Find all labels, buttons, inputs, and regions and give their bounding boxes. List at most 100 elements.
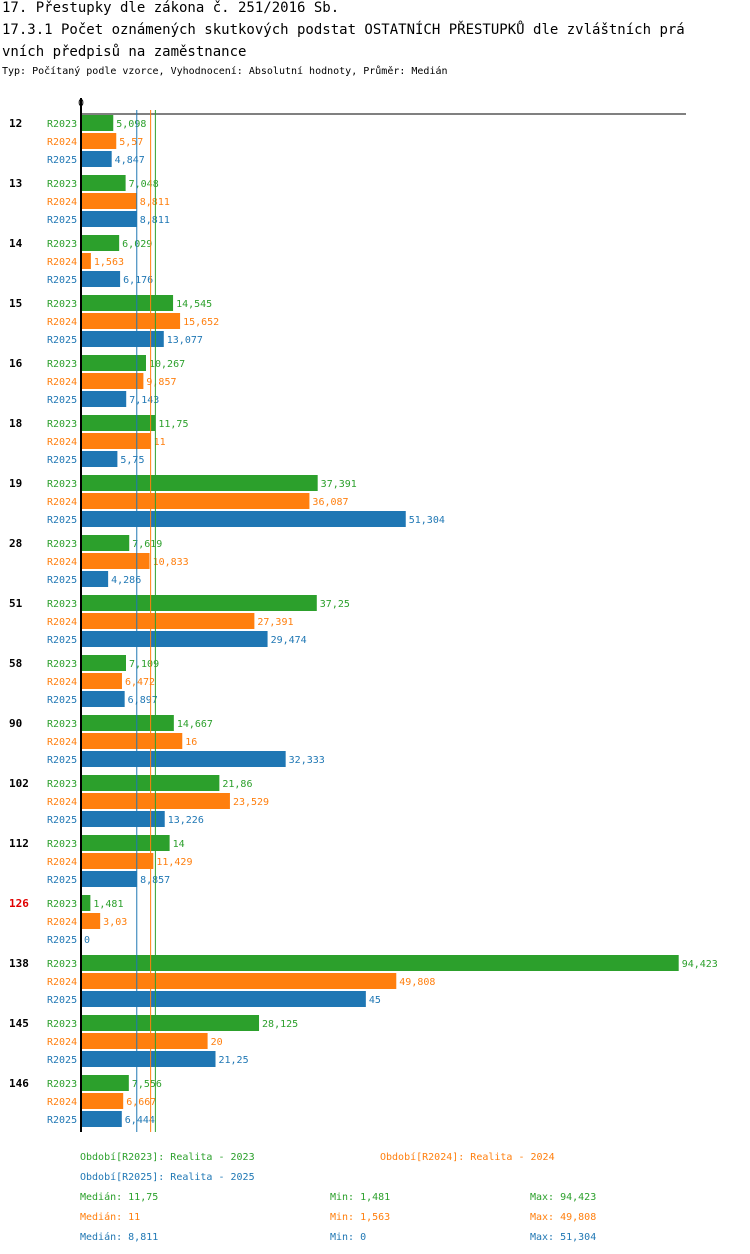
series-label-R2024-145: R2024 <box>47 1037 77 1048</box>
series-label-R2025-58: R2025 <box>47 695 77 706</box>
data-label-R2024-14: 1,563 <box>94 257 124 268</box>
series-label-R2024-90: R2024 <box>47 737 77 748</box>
data-label-R2024-13: 8,811 <box>140 197 170 208</box>
bar-R2024-16 <box>81 373 144 389</box>
data-label-R2023-28: 7,619 <box>132 539 162 550</box>
bar-R2024-28 <box>81 553 150 569</box>
stat-min-1: Min: 1,563 <box>330 1212 390 1223</box>
category-label-90: 90 <box>9 717 22 730</box>
bar-R2024-58 <box>81 673 122 689</box>
data-label-R2025-15: 13,077 <box>167 335 203 346</box>
category-label-112: 112 <box>9 837 29 850</box>
bar-R2025-16 <box>81 391 127 407</box>
series-label-R2023-138: R2023 <box>47 959 77 970</box>
category-label-145: 145 <box>9 1017 29 1030</box>
series-label-R2025-138: R2025 <box>47 995 77 1006</box>
bar-R2025-19 <box>81 511 406 527</box>
series-label-R2025-14: R2025 <box>47 275 77 286</box>
bar-R2023-126 <box>81 895 91 911</box>
data-label-R2024-145: 20 <box>211 1037 223 1048</box>
data-label-R2025-28: 4,286 <box>111 575 141 586</box>
bar-R2025-28 <box>81 571 109 587</box>
data-label-R2025-146: 6,444 <box>125 1115 155 1126</box>
data-label-R2023-16: 10,267 <box>149 359 185 370</box>
bar-R2025-58 <box>81 691 125 707</box>
data-label-R2025-13: 8,811 <box>140 215 170 226</box>
series-label-R2024-51: R2024 <box>47 617 77 628</box>
series-label-R2024-102: R2024 <box>47 797 77 808</box>
stat-min-0: Min: 1,481 <box>330 1192 390 1203</box>
bar-R2025-18 <box>81 451 118 467</box>
data-label-R2024-138: 49,808 <box>399 977 435 988</box>
bar-R2025-12 <box>81 151 112 167</box>
series-label-R2024-19: R2024 <box>47 497 77 508</box>
category-label-13: 13 <box>9 177 22 190</box>
legend-item-r2024: Období[R2024]: Realita - 2024 <box>380 1151 555 1163</box>
data-label-R2023-102: 21,86 <box>222 779 252 790</box>
series-label-R2023-18: R2023 <box>47 419 77 430</box>
series-label-R2023-126: R2023 <box>47 899 77 910</box>
series-label-R2025-146: R2025 <box>47 1115 77 1126</box>
data-label-R2025-18: 5,75 <box>120 455 144 466</box>
bar-R2024-14 <box>81 253 91 269</box>
data-label-R2024-146: 6,667 <box>126 1097 156 1108</box>
series-label-R2024-16: R2024 <box>47 377 77 388</box>
data-label-R2025-90: 32,333 <box>289 755 325 766</box>
bar-R2024-145 <box>81 1033 208 1049</box>
bar-R2024-138 <box>81 973 397 989</box>
stat-min-2: Min: 0 <box>330 1232 366 1243</box>
bar-R2025-102 <box>81 811 165 827</box>
data-label-R2024-12: 5,57 <box>119 137 143 148</box>
series-label-R2024-138: R2024 <box>47 977 77 988</box>
category-label-102: 102 <box>9 777 29 790</box>
bar-R2023-16 <box>81 355 146 371</box>
bar-R2025-14 <box>81 271 121 287</box>
bar-R2023-28 <box>81 535 130 551</box>
data-label-R2023-19: 37,391 <box>321 479 357 490</box>
data-label-R2025-14: 6,176 <box>123 275 153 286</box>
category-label-146: 146 <box>9 1077 29 1090</box>
data-label-R2025-51: 29,474 <box>271 635 307 646</box>
bar-R2024-146 <box>81 1093 124 1109</box>
series-label-R2024-28: R2024 <box>47 557 77 568</box>
bar-R2023-145 <box>81 1015 260 1031</box>
bar-R2023-138 <box>81 955 679 971</box>
bar-R2023-112 <box>81 835 170 851</box>
category-label-19: 19 <box>9 477 22 490</box>
category-label-51: 51 <box>9 597 23 610</box>
series-label-R2025-51: R2025 <box>47 635 77 646</box>
category-label-138: 138 <box>9 957 29 970</box>
series-label-R2025-16: R2025 <box>47 395 77 406</box>
bar-R2023-58 <box>81 655 126 671</box>
series-label-R2024-13: R2024 <box>47 197 77 208</box>
series-label-R2023-14: R2023 <box>47 239 77 250</box>
stat-median-1: Medián: 11 <box>80 1211 140 1223</box>
series-label-R2024-58: R2024 <box>47 677 77 688</box>
series-label-R2023-146: R2023 <box>47 1079 77 1090</box>
bar-R2023-19 <box>81 475 318 491</box>
series-label-R2023-145: R2023 <box>47 1019 77 1030</box>
series-label-R2024-146: R2024 <box>47 1097 77 1108</box>
data-label-R2024-112: 11,429 <box>156 857 192 868</box>
stat-median-2: Medián: 8,811 <box>80 1231 158 1243</box>
data-label-R2023-18: 11,75 <box>158 419 188 430</box>
data-label-R2025-145: 21,25 <box>219 1055 249 1066</box>
data-label-R2024-15: 15,652 <box>183 317 219 328</box>
bar-R2023-146 <box>81 1075 129 1091</box>
data-label-R2023-51: 37,25 <box>320 599 350 610</box>
data-label-R2025-102: 13,226 <box>168 815 204 826</box>
series-label-R2023-28: R2023 <box>47 539 77 550</box>
series-label-R2023-19: R2023 <box>47 479 77 490</box>
series-label-R2023-112: R2023 <box>47 839 77 850</box>
stat-max-0: Max: 94,423 <box>530 1192 596 1203</box>
category-label-18: 18 <box>9 417 22 430</box>
chart-title-line-2: vních předpisů na zaměstnance <box>2 44 247 60</box>
series-label-R2025-12: R2025 <box>47 155 77 166</box>
bar-R2025-51 <box>81 631 268 647</box>
data-label-R2023-15: 14,545 <box>176 299 212 310</box>
data-label-R2025-58: 6,897 <box>128 695 158 706</box>
data-label-R2025-12: 4,847 <box>115 155 145 166</box>
data-label-R2023-126: 1,481 <box>93 899 123 910</box>
series-label-R2024-126: R2024 <box>47 917 77 928</box>
